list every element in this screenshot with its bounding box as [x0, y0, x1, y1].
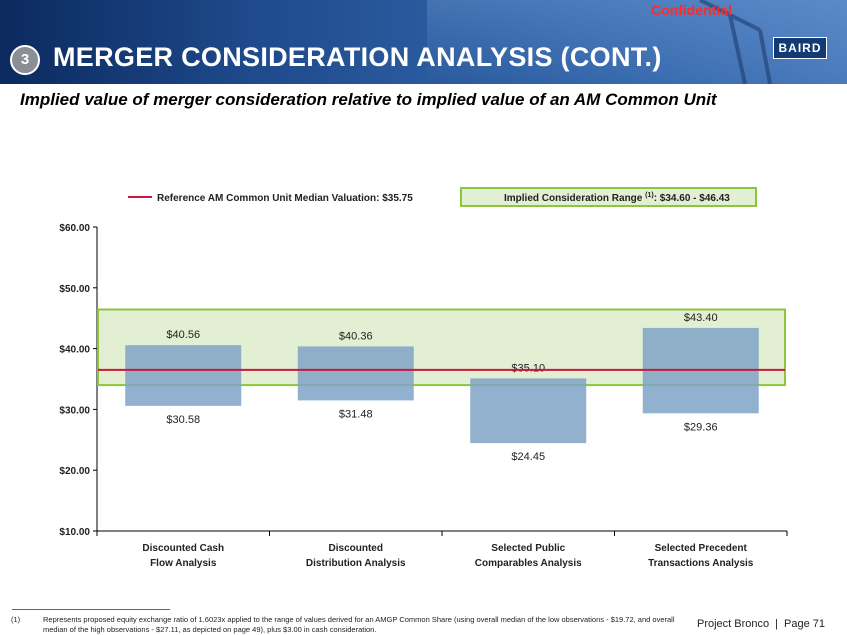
bar-high-label: $40.36 [339, 330, 373, 342]
y-tick-label: $10.00 [59, 527, 90, 538]
legend-range-label: Implied Consideration Range (1): $34.60 … [504, 192, 730, 204]
y-tick-label: $50.00 [59, 284, 90, 295]
category-label: Discounted Cash [142, 543, 224, 554]
bar-high-label: $40.56 [166, 329, 200, 341]
x-axis-ticks [96, 531, 788, 536]
bar-low-label: $24.45 [511, 451, 545, 463]
y-tick-label: $20.00 [59, 466, 90, 477]
range-bar [125, 345, 242, 406]
category-label: Distribution Analysis [306, 558, 406, 569]
chart-legend: Reference AM Common Unit Median Valuatio… [128, 187, 757, 207]
project-name: Project Bronco [697, 618, 770, 630]
merger-consideration-chart: Reference AM Common Unit Median Valuatio… [59, 187, 788, 569]
y-axis-ticks: $60.00 $50.00 $40.00 $30.00 $20.00 $10.00 [59, 223, 97, 538]
category-label: Discounted [329, 543, 383, 554]
page-number: Page 71 [784, 618, 825, 630]
section-number-badge: 3 [10, 45, 40, 75]
category-label: Selected Precedent [655, 543, 748, 554]
range-bar [297, 346, 414, 401]
legend-range-label-main: Implied Consideration Range [504, 193, 645, 204]
pumpjack-silhouette-icon [699, 0, 772, 84]
category-label: Transactions Analysis [648, 558, 754, 569]
category-label: Selected Public [491, 543, 565, 554]
y-tick-label: $30.00 [59, 405, 90, 416]
footnote-text: Represents proposed equity exchange rati… [43, 615, 675, 634]
header-banner: Confidential 3 MERGER CONSIDERATION ANAL… [0, 0, 847, 84]
page-footer: Project Bronco | Page 71 [697, 618, 825, 630]
footer-separator: | [775, 618, 779, 630]
chart-subtitle: Implied value of merger consideration re… [20, 90, 717, 109]
category-label: Flow Analysis [150, 558, 217, 569]
footnote-divider [12, 609, 170, 610]
page-title: MERGER CONSIDERATION ANALYSIS (CONT.) [53, 42, 662, 72]
legend-range-label-values: : $34.60 - $46.43 [654, 193, 731, 204]
bar-high-label: $43.40 [684, 312, 718, 324]
y-tick-label: $40.00 [59, 345, 90, 356]
y-tick-label: $60.00 [59, 223, 90, 234]
bar-high-label: $35.10 [511, 362, 545, 374]
bar-low-label: $30.58 [166, 414, 200, 426]
x-axis-category-labels: Discounted Cash Flow Analysis Discounted Di… [142, 543, 753, 569]
bar-low-label: $31.48 [339, 408, 373, 420]
footnote-number: (1) [11, 615, 21, 624]
range-bar [470, 378, 587, 444]
legend-range-footnote-marker: (1) [645, 192, 654, 199]
confidential-label: Confidential [651, 2, 732, 18]
bar-low-label: $29.36 [684, 421, 718, 433]
category-label: Comparables Analysis [475, 558, 582, 569]
legend-range-swatch [460, 187, 757, 207]
legend-reference-label: Reference AM Common Unit Median Valuatio… [157, 193, 413, 204]
baird-logo: BAIRD [773, 37, 827, 59]
